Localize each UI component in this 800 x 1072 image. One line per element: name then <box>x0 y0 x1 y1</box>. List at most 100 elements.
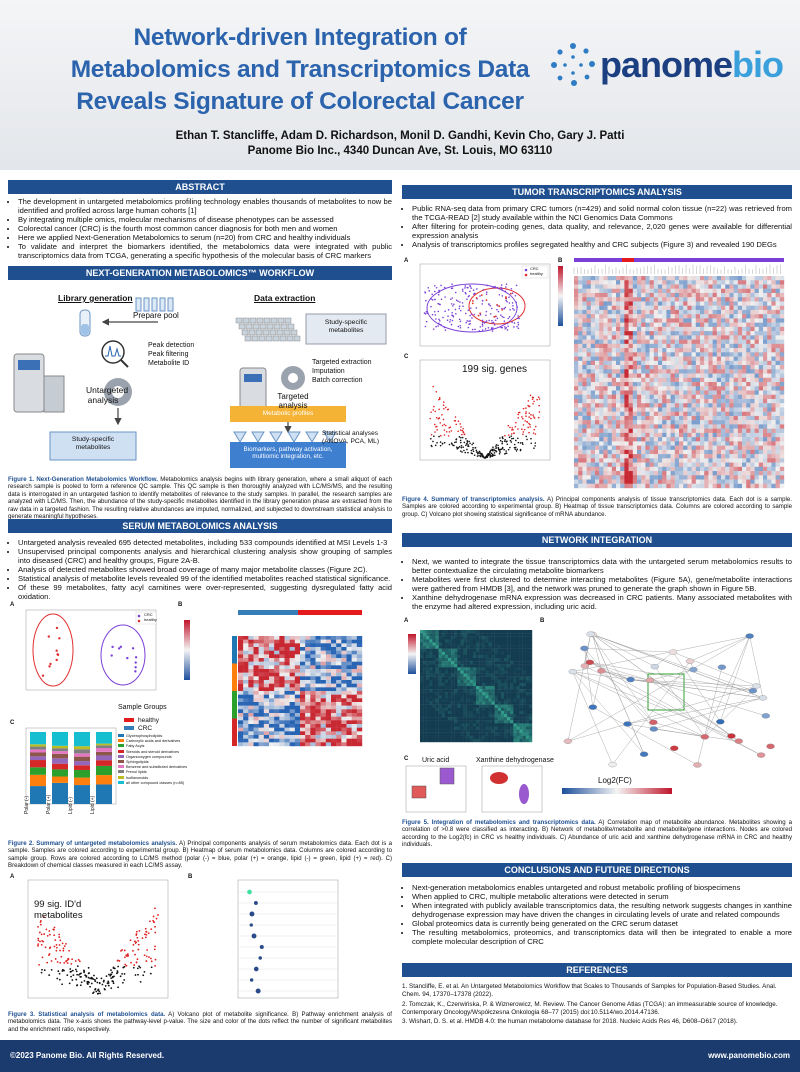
heatmap-cell <box>712 475 717 480</box>
stack-segment <box>30 767 46 775</box>
dot <box>530 442 533 445</box>
heatmap-cell <box>691 479 696 484</box>
section-heading: ABSTRACT <box>8 180 392 194</box>
dot <box>438 303 441 305</box>
heatmap-cell <box>758 305 764 311</box>
heatmap-cell <box>729 415 734 421</box>
heatmap-cell <box>341 735 347 739</box>
heatmap-cell <box>441 651 446 656</box>
heatmap-cell <box>429 661 433 665</box>
heatmap-cell <box>504 642 508 646</box>
heatmap-cell <box>754 356 759 361</box>
heatmap-cell <box>507 639 511 643</box>
heatmap-cell <box>687 449 692 455</box>
dot <box>538 398 541 400</box>
heatmap-cell <box>248 713 254 717</box>
heatmap-cell <box>624 339 629 345</box>
heatmap-cell <box>733 356 738 361</box>
heatmap-cell <box>582 398 587 404</box>
heatmap-cell <box>658 297 663 302</box>
heatmap-cell <box>624 382 629 387</box>
heatmap-cell <box>516 630 520 634</box>
heatmap-cell <box>704 428 709 434</box>
heatmap-cell <box>441 658 446 662</box>
heatmap-cell <box>469 658 474 662</box>
heatmap-cell <box>779 373 785 378</box>
heatmap-cell <box>346 665 352 670</box>
heatmap-cell <box>637 326 642 332</box>
heatmap-cell <box>485 639 489 643</box>
heatmap-cell <box>674 356 680 361</box>
heatmap-cell <box>687 352 692 357</box>
heatmap-cell <box>238 672 244 677</box>
heatmap-cell <box>716 335 722 340</box>
heatmap-cell <box>754 314 759 319</box>
heatmap-cell <box>611 318 617 323</box>
heatmap-cell <box>649 331 654 336</box>
heatmap-cell <box>472 661 477 665</box>
heatmap-cell <box>725 356 730 361</box>
heatmap-cell <box>586 377 591 383</box>
heatmap-cell <box>479 630 483 634</box>
dot <box>500 284 503 286</box>
heatmap-cell <box>346 639 352 644</box>
heatmap-cell <box>429 636 433 640</box>
heatmap-cell <box>632 360 638 366</box>
dot <box>504 306 507 309</box>
dot <box>435 425 438 428</box>
heatmap-cell <box>607 301 612 306</box>
heatmap-cell <box>658 280 663 285</box>
heatmap-cell <box>763 280 768 285</box>
heatmap-cell <box>586 428 591 434</box>
heatmap-cell <box>356 672 363 677</box>
dot <box>472 448 474 451</box>
heatmap-cell <box>653 462 659 467</box>
heatmap-cell <box>429 679 433 684</box>
heatmap-cell <box>457 630 461 634</box>
heatmap-cell <box>253 676 259 681</box>
dot <box>443 434 446 436</box>
heatmap-cell <box>670 483 675 489</box>
heatmap-cell <box>670 373 675 378</box>
heatmap-cell <box>700 335 705 340</box>
heatmap-cell <box>351 691 358 695</box>
heatmap-cell <box>716 297 722 302</box>
heatmap-cell <box>708 386 713 391</box>
heatmap-cell <box>279 716 285 721</box>
plate-well <box>277 317 285 324</box>
heatmap-cell <box>708 280 713 285</box>
heatmap-cell <box>775 420 780 425</box>
heatmap-cell <box>733 276 738 281</box>
heatmap-cell <box>716 356 722 361</box>
legend-swatch <box>118 754 124 758</box>
heatmap-cell <box>269 742 275 747</box>
heatmap-cell <box>658 382 663 387</box>
heatmap-cell <box>578 292 583 298</box>
heatmap-cell <box>253 738 259 743</box>
heatmap-cell <box>607 326 612 332</box>
heatmap-cell <box>444 654 449 659</box>
dot <box>423 312 426 314</box>
heatmap-cell <box>432 630 436 634</box>
heatmap-cell <box>603 348 608 353</box>
heatmap-cell <box>708 483 713 489</box>
heatmap-cell <box>460 633 464 637</box>
heatmap-cell <box>586 483 591 489</box>
heatmap-cell <box>497 648 502 652</box>
heatmap-cell <box>658 373 663 378</box>
heatmap-cell <box>666 309 671 315</box>
heatmap-cell <box>763 411 768 417</box>
dot <box>517 327 520 330</box>
heatmap-cell <box>725 398 730 404</box>
heatmap-cell <box>300 691 306 695</box>
heatmap-cell <box>674 292 680 298</box>
heatmap-cell <box>649 280 654 285</box>
heatmap-cell <box>346 709 352 714</box>
stack-segment <box>30 744 46 747</box>
heatmap-cell <box>628 471 633 476</box>
heatmap-cell <box>704 466 709 472</box>
heatmap-cell <box>779 369 785 374</box>
heatmap-cell <box>423 645 427 649</box>
heatmap-cell <box>616 382 621 387</box>
heatmap-cell <box>746 276 751 281</box>
